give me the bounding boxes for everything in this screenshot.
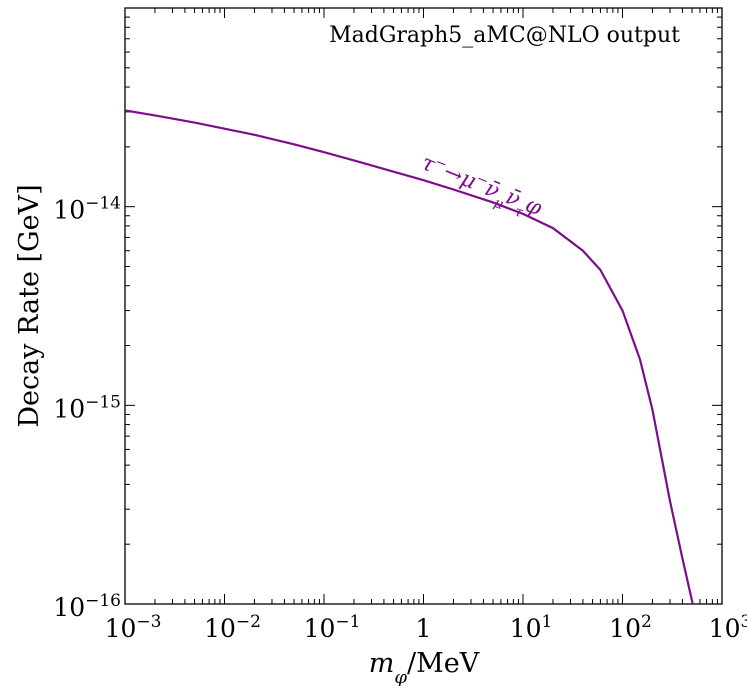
x-tick-label: 101 bbox=[510, 612, 553, 643]
x-axis-title: mφ/MeV bbox=[369, 648, 480, 686]
x-tick-label: 10−1 bbox=[304, 612, 361, 643]
x-tick-label: 10−3 bbox=[105, 612, 162, 643]
y-tick-label: 10−14 bbox=[53, 194, 121, 225]
x-tick-label: 10−2 bbox=[204, 612, 261, 643]
chart-annotation: MadGraph5_aMC@NLO output bbox=[329, 23, 680, 48]
series-line bbox=[124, 109, 694, 605]
y-tick-label: 10−16 bbox=[53, 591, 121, 622]
y-tick-label: 10−15 bbox=[53, 392, 121, 423]
axis-ticks bbox=[124, 7, 723, 605]
x-tick-label: 102 bbox=[609, 612, 652, 643]
series-label: τ−→μ−ν̄μν̄τφ bbox=[416, 149, 547, 227]
plot-frame bbox=[124, 7, 723, 605]
x-tick-label: 103 bbox=[709, 612, 747, 643]
tick-labels: 10−3 10−2 10−1 1 101 102 103 10−14 10−15 10−16 bbox=[53, 194, 747, 643]
y-axis-title: Decay Rate [GeV] bbox=[14, 184, 45, 427]
x-tick-label: 1 bbox=[416, 614, 432, 643]
